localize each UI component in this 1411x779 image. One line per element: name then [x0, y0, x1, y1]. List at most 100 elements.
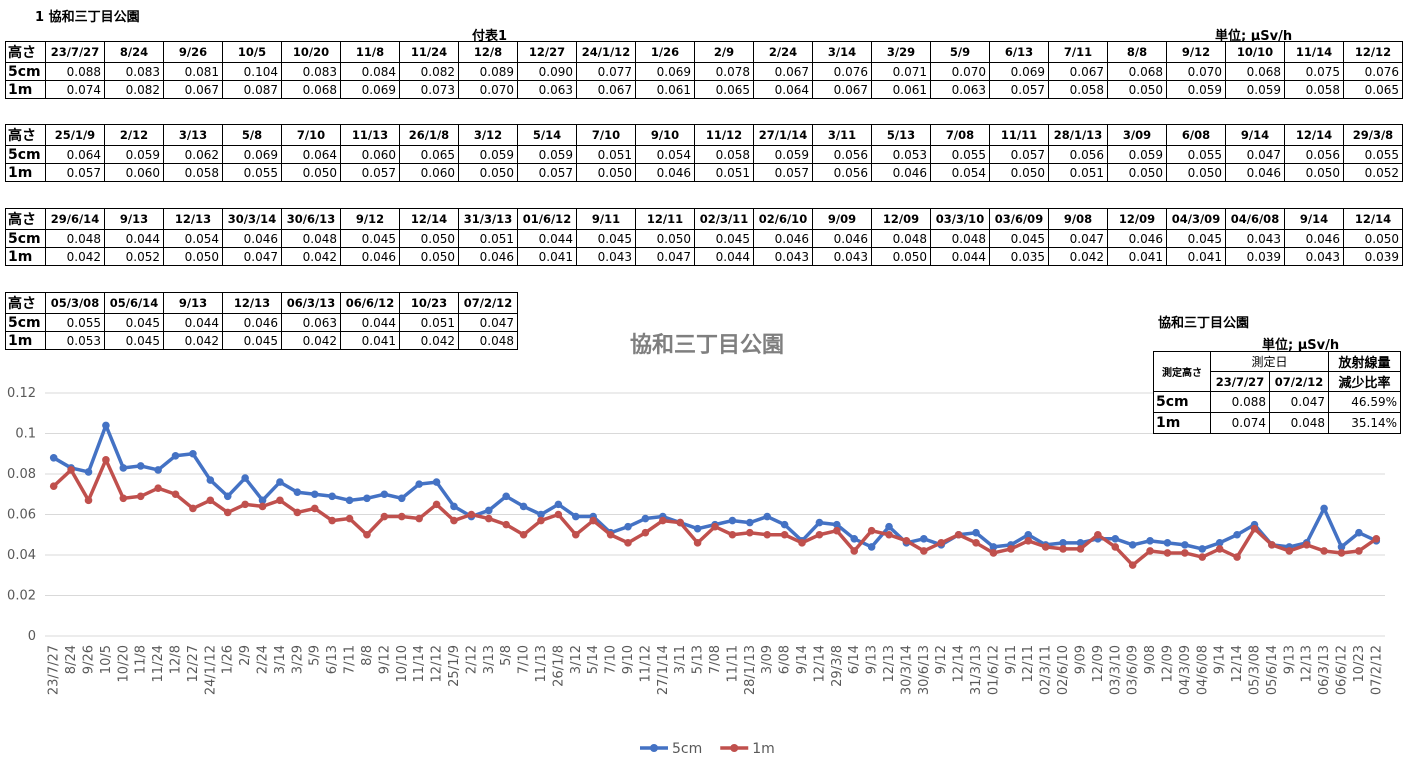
- row-label: 高さ: [5, 124, 46, 146]
- x-tick-label: 7/11: [343, 645, 358, 674]
- y-tick-label: 0.06: [7, 508, 36, 523]
- data-point: [885, 530, 893, 539]
- data-point: [49, 454, 58, 462]
- data-point: [954, 530, 963, 539]
- date-cell: 07/2/12: [458, 292, 518, 314]
- data-point: [606, 530, 615, 539]
- date-cell: 3/29: [871, 41, 931, 63]
- row-label: 5cm: [5, 62, 46, 81]
- value-cell: 0.045: [104, 331, 164, 350]
- data-point: [641, 514, 650, 523]
- data-point: [241, 500, 249, 509]
- value-cell: 0.044: [930, 247, 990, 266]
- data-point: [1320, 547, 1328, 555]
- value-cell: 0.050: [576, 163, 636, 182]
- data-point: [345, 496, 354, 505]
- data-point: [1059, 545, 1067, 553]
- data-point: [989, 543, 998, 551]
- data-point: [1198, 545, 1207, 553]
- value-cell: 0.045: [1166, 229, 1226, 248]
- value-cell: 0.055: [222, 163, 282, 182]
- value-cell: 0.055: [1343, 145, 1403, 164]
- value-cell: 0.104: [222, 62, 282, 81]
- value-cell: 0.044: [104, 229, 164, 248]
- x-tick-label: 9/14: [1213, 645, 1228, 674]
- value-cell: 0.082: [399, 62, 459, 81]
- date-cell: 12/09: [871, 208, 931, 230]
- date-cell: 9/11: [576, 208, 636, 230]
- date-cell: 01/6/12: [517, 208, 577, 230]
- x-tick-label: 10/5: [99, 645, 114, 674]
- summary-table: 測定高さ 測定日 放射線量 23/7/27 07/2/12 減少比率 5cm 0.088 0.0…: [1153, 351, 1402, 434]
- date-cell: 11/12: [694, 124, 754, 146]
- x-tick-label: 6/14: [847, 645, 862, 674]
- data-point: [1024, 537, 1033, 545]
- value-cell: 0.050: [1166, 163, 1226, 182]
- value-cell: 0.060: [399, 163, 459, 182]
- date-cell: 3/13: [163, 124, 223, 146]
- value-cell: 0.050: [1343, 229, 1403, 248]
- x-tick-label: 06/6/12: [1334, 645, 1349, 695]
- data-point: [571, 512, 580, 521]
- date-cell: 5/14: [517, 124, 577, 146]
- date-cell: 3/12: [458, 124, 518, 146]
- value-cell: 0.051: [399, 313, 459, 332]
- data-point: [815, 518, 824, 527]
- value-cell: 0.069: [340, 80, 400, 99]
- x-tick-label: 2/12: [464, 645, 479, 674]
- summary-unit: 単位; μSv/h: [1262, 338, 1340, 353]
- data-point: [989, 549, 998, 557]
- x-tick-label: 30/3/14: [899, 645, 914, 695]
- value-cell: 0.043: [1284, 247, 1344, 266]
- data-point: [1024, 530, 1033, 539]
- data-point: [867, 526, 876, 535]
- value-cell: 0.074: [1210, 412, 1270, 434]
- date-cell: 12/14: [1343, 208, 1403, 230]
- value-cell: 0.047: [458, 313, 518, 332]
- x-tick-label: 11/8: [134, 645, 149, 674]
- date-cell: 03/6/09: [989, 208, 1049, 230]
- x-tick-label: 9/12: [377, 645, 392, 674]
- data-point: [84, 468, 93, 476]
- date-cell: 25/1/9: [45, 124, 105, 146]
- value-cell: 0.057: [340, 163, 400, 182]
- data-row: 5cm 0.055 0.045 0.044 0.046 0.063 0.044 0.051 0.…: [5, 313, 518, 332]
- data-point: [171, 490, 180, 499]
- value-cell: 0.071: [871, 62, 931, 81]
- value-cell: 0.046: [871, 163, 931, 182]
- data-point: [1302, 541, 1311, 549]
- date-cell: 7/11: [1048, 41, 1108, 63]
- value-cell: 0.057: [45, 163, 105, 182]
- value-cell: 0.053: [45, 331, 105, 350]
- x-tick-label: 28/1/13: [743, 645, 758, 695]
- value-cell: 0.069: [989, 62, 1049, 81]
- data-point: [624, 522, 632, 531]
- date-cell: 3/14: [812, 41, 872, 63]
- data-table: 高さ 05/3/08 05/6/14 9/13 12/13 06/3/13 06/6/12 1…: [5, 292, 518, 350]
- value-cell: 0.054: [930, 163, 990, 182]
- date-cell: 3/11: [812, 124, 872, 146]
- data-point: [310, 504, 319, 513]
- value-cell: 0.075: [1284, 62, 1344, 81]
- data-point: [833, 526, 841, 535]
- date-cell: 10/5: [222, 41, 282, 63]
- row-label: 5cm: [5, 229, 46, 248]
- x-tick-label: 12/09: [1160, 645, 1175, 682]
- value-cell: 0.067: [576, 80, 636, 99]
- value-cell: 0.051: [576, 145, 636, 164]
- data-point: [136, 462, 145, 470]
- data-point: [920, 535, 928, 543]
- page-title: 1 協和三丁目公園: [35, 10, 140, 25]
- data-point: [519, 530, 528, 539]
- date-cell: 9/26: [163, 41, 223, 63]
- x-tick-label: 7/10: [604, 645, 619, 674]
- value-cell: 0.042: [399, 331, 459, 350]
- value-cell: 0.044: [163, 313, 223, 332]
- data-point: [1146, 537, 1154, 545]
- x-tick-label: 29/3/8: [830, 645, 845, 687]
- data-point: [1215, 539, 1224, 547]
- date-cell: 12/27: [517, 41, 577, 63]
- value-cell: 0.050: [399, 229, 459, 248]
- value-cell: 0.050: [635, 229, 695, 248]
